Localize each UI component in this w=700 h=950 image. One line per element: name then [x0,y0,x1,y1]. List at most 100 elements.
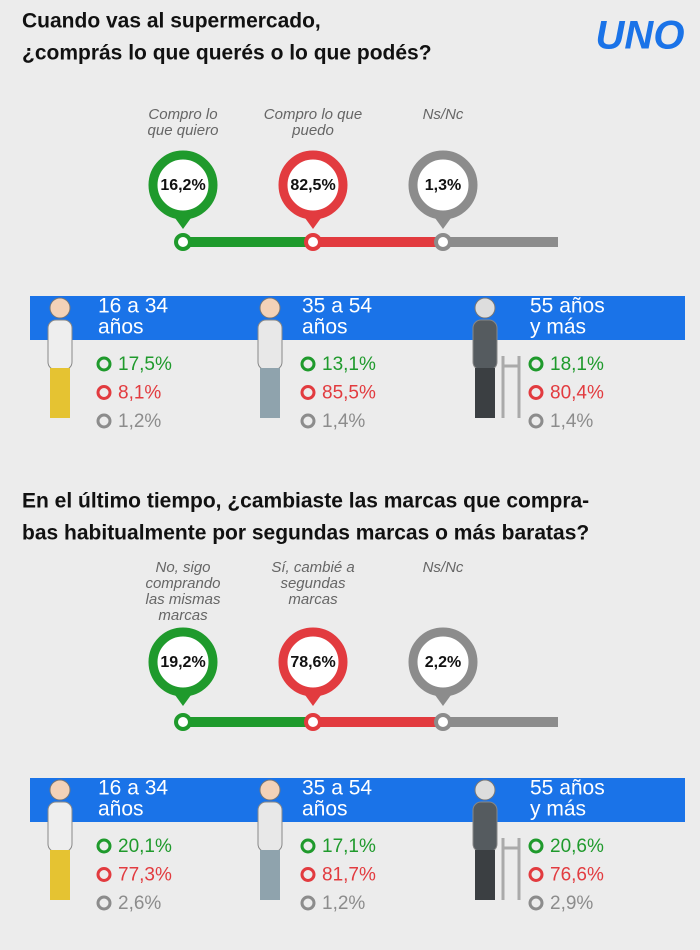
value-icon [528,385,544,400]
answer-label: segundas [280,575,346,592]
group-value: 17,5% [118,354,172,375]
answer-label: Compro lo [148,106,217,123]
value-icon [528,867,544,882]
answer-label: marcas [158,607,208,624]
pin [408,627,478,697]
answer-value: 16,2% [160,177,205,194]
value-icon [96,838,112,854]
value-icon [528,356,544,372]
group-value: 2,6% [118,893,161,914]
group-value: 20,6% [550,836,604,857]
figure-legs [475,368,495,418]
question: bas habitualmente por segundas marcas o … [22,522,589,545]
age-band [30,778,685,822]
value-icon [528,895,544,911]
figure-body [472,801,498,853]
pin [148,627,218,697]
value-icon [96,413,112,429]
age-label: y más [530,316,586,339]
answer-label: comprando [145,575,220,592]
group-value: 1,2% [322,893,365,914]
track-dot [304,233,322,251]
group-value: 1,2% [118,411,161,432]
answer-value: 2,2% [425,654,461,671]
value-icon [528,838,544,854]
track-dot [174,233,192,251]
age-label: 16 a 34 [98,777,168,800]
pin [278,150,348,220]
age-label: 16 a 34 [98,295,168,318]
answer-value: 1,3% [425,177,461,194]
answer-label: las mismas [145,591,221,608]
age-label: años [98,798,144,821]
value-icon [96,356,112,372]
group-value: 18,1% [550,354,604,375]
group-value: 76,6% [550,865,604,886]
age-label: y más [530,798,586,821]
group-value: 80,4% [550,383,604,404]
group-value: 1,4% [550,411,593,432]
logo: UNO [596,14,685,58]
age-band [30,296,685,340]
pin [278,627,348,697]
track-dot [434,713,452,731]
value-icon [300,838,316,854]
figure-legs [260,850,280,900]
value-icon [300,356,316,372]
age-label: 55 años [530,295,605,318]
walker [501,838,521,900]
question: ¿comprás lo que querés o lo que podés? [22,42,432,65]
age-label: 35 a 54 [302,777,372,800]
value-icon [528,413,544,429]
figure-body [257,801,283,853]
figure-legs [50,850,70,900]
pin [408,150,478,220]
answer-label: Ns/Nc [423,559,464,576]
group-value: 81,7% [322,865,376,886]
value-icon [300,895,316,911]
figure-head [259,779,281,801]
value-icon [96,895,112,911]
figure-head [474,297,496,319]
group-value: 1,4% [322,411,365,432]
age-label: años [302,316,348,339]
figure-legs [475,850,495,900]
question: Cuando vas al supermercado, [22,10,321,33]
age-label: 55 años [530,777,605,800]
figure-head [259,297,281,319]
answer-label: que quiero [148,122,219,139]
track-dot [304,713,322,731]
answer-value: 78,6% [290,654,335,671]
value-icon [96,385,112,400]
value-icon [96,867,112,882]
answer-label: Sí, cambié a [271,559,354,576]
answer-value: 82,5% [290,177,335,194]
group-value: 8,1% [118,383,161,404]
figure-body [472,319,498,371]
answer-value: 19,2% [160,654,205,671]
group-value: 77,3% [118,865,172,886]
group-value: 2,9% [550,893,593,914]
figure-head [474,779,496,801]
answer-label: Ns/Nc [423,106,464,123]
age-label: años [98,316,144,339]
track-dot [434,233,452,251]
group-value: 17,1% [322,836,376,857]
figure-head [49,297,71,319]
value-icon [300,867,316,882]
figure-body [47,319,73,371]
pin [148,150,218,220]
answer-label: marcas [288,591,338,608]
value-icon [300,385,316,400]
age-label: años [302,798,348,821]
answer-label: Compro lo que [264,106,362,123]
answer-label: No, sigo [155,559,210,576]
group-value: 85,5% [322,383,376,404]
track-dot [174,713,192,731]
figure-body [257,319,283,371]
figure-body [47,801,73,853]
figure-head [49,779,71,801]
group-value: 20,1% [118,836,172,857]
walker [501,356,521,418]
